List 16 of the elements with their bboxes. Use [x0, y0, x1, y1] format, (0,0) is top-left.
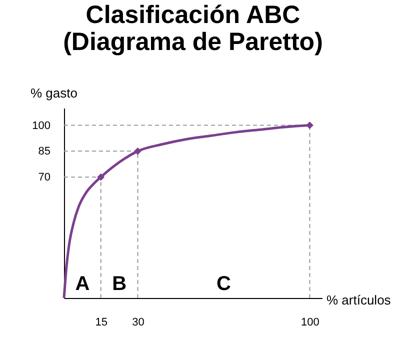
point — [97, 173, 105, 181]
x-tick-label: 100 — [301, 316, 320, 328]
point — [306, 122, 314, 129]
annotation: C — [216, 273, 231, 295]
y-axis-title: % gasto — [30, 86, 78, 100]
chart-title: Clasificación ABC — [86, 1, 300, 29]
y-tick-label: 70 — [38, 172, 50, 184]
annotation: B — [112, 273, 127, 295]
point — [134, 147, 142, 155]
chart-subtitle: (Diagrama de Paretto) — [63, 28, 323, 56]
x-axis-title: % artículos — [326, 292, 392, 308]
x-tick-label: 15 — [95, 316, 108, 328]
annotation: A — [75, 273, 90, 295]
y-tick-label: 100 — [32, 120, 50, 132]
y-tick-label: 85 — [38, 146, 50, 158]
x-tick-label: 30 — [132, 316, 144, 328]
